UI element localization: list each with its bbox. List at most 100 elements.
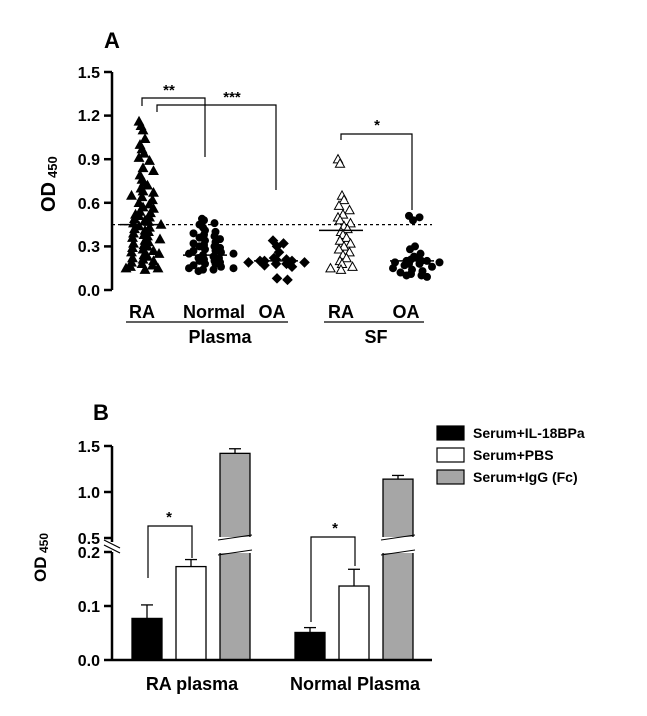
legend-label-pbs: Serum+PBS <box>473 447 554 463</box>
axis-break-mark <box>217 549 253 556</box>
data-point <box>396 268 405 277</box>
data-point <box>142 179 153 190</box>
data-point <box>138 147 150 158</box>
data-point <box>139 264 151 274</box>
data-point <box>217 262 225 271</box>
data-point <box>389 264 397 273</box>
panel-a-y-axis: 0.0 0.3 0.6 0.9 1.2 1.5 <box>78 65 114 300</box>
group-label-sf: SF <box>364 327 387 347</box>
panel-b-x-labels: RA plasma Normal Plasma <box>146 674 421 694</box>
panel-a-ytick: 0.9 <box>78 152 100 169</box>
bracket-normal-plasma <box>310 536 356 622</box>
data-point <box>344 204 355 215</box>
bar <box>338 585 370 661</box>
data-point <box>409 216 417 225</box>
data-point <box>428 262 436 271</box>
data-point <box>338 240 350 251</box>
cat-label-oa-plasma: OA <box>259 302 286 322</box>
cat-label-normal-plasma-b: Normal Plasma <box>290 674 421 694</box>
data-point <box>126 189 137 200</box>
data-point <box>148 165 159 176</box>
data-point <box>229 264 238 273</box>
panel-a-x-labels: RA Normal OA RA OA Plasma SF <box>126 302 424 347</box>
data-point <box>243 257 254 268</box>
bar <box>131 617 163 661</box>
data-point <box>325 262 336 273</box>
data-point <box>210 219 219 228</box>
legend-swatch-pbs <box>436 447 465 463</box>
cat-label-ra-plasma-b: RA plasma <box>146 674 239 694</box>
panel-a-ytick: 1.2 <box>78 108 100 125</box>
bar <box>294 631 326 661</box>
data-point <box>415 259 424 268</box>
bar <box>175 565 207 661</box>
bar <box>219 452 251 661</box>
panel-a-y-label: OD 450 <box>38 156 60 212</box>
data-point <box>415 213 424 222</box>
sig-ra-oa: *** <box>223 89 241 106</box>
data-point <box>406 245 414 254</box>
panel-b-bars <box>112 448 432 662</box>
data-point <box>334 234 346 245</box>
panel-a-ytick: 0.6 <box>78 196 100 213</box>
data-point <box>139 133 151 144</box>
data-point <box>152 262 164 273</box>
panel-a-ylabel-sub: 450 <box>45 156 60 178</box>
data-point <box>335 264 347 274</box>
panel-a-ytick: 1.5 <box>78 65 100 82</box>
data-point <box>153 248 165 258</box>
panel-b-ytick: 0.1 <box>78 599 100 616</box>
data-point <box>194 267 203 276</box>
cat-label-oa-sf: OA <box>393 302 420 322</box>
data-point <box>333 200 345 210</box>
data-point <box>333 243 345 254</box>
data-point <box>137 162 149 173</box>
data-point <box>338 194 350 205</box>
legend: Serum+IL-18BPa Serum+PBS Serum+IgG (Fc) <box>436 425 585 485</box>
data-point <box>435 258 444 267</box>
panel-a-scatter <box>120 115 444 286</box>
legend-swatch-il18bpa <box>436 425 465 441</box>
data-point <box>259 259 270 271</box>
data-point <box>137 124 149 135</box>
legend-swatch-igg <box>436 469 465 485</box>
data-point <box>423 272 431 281</box>
data-point <box>334 214 346 225</box>
panel-b-significance: * * <box>147 509 356 622</box>
bracket-ra-normal <box>141 97 206 157</box>
panel-b-ytick: 0.2 <box>78 545 100 562</box>
data-point <box>286 261 298 273</box>
data-point <box>133 152 145 162</box>
data-point <box>148 245 159 255</box>
data-point <box>273 246 285 258</box>
panel-a-ytick: 0.0 <box>78 283 100 300</box>
data-point <box>133 197 145 207</box>
group-label-plasma: Plasma <box>188 327 252 347</box>
sig-ra-normal: ** <box>163 82 175 99</box>
panel-a-letter: A <box>104 28 120 53</box>
legend-label-il18bpa: Serum+IL-18BPa <box>473 425 585 441</box>
bar <box>382 478 414 661</box>
bracket-sf-ra-oa <box>340 133 413 210</box>
data-point <box>299 257 310 268</box>
panel-b-ylabel-text: OD <box>31 557 50 583</box>
legend-label-igg: Serum+IgG (Fc) <box>473 469 578 485</box>
axis-break-mark <box>380 534 416 541</box>
bracket-ra-plasma <box>147 525 193 578</box>
sig-sf-ra-oa: * <box>374 117 380 134</box>
data-point <box>334 157 346 168</box>
panel-b-ytick: 1.5 <box>78 439 100 456</box>
axis-break-mark <box>217 534 253 541</box>
data-point <box>189 239 198 248</box>
sig-ra-plasma: * <box>166 509 172 526</box>
panel-b-letter: B <box>93 400 109 425</box>
data-point <box>147 259 158 270</box>
panel-a-ylabel-text: OD <box>38 182 60 212</box>
panel-b-y-axis: 0.0 0.1 0.2 0.5 1.0 1.5 <box>78 439 121 670</box>
data-point <box>229 249 238 258</box>
axis-break-gap <box>218 537 252 553</box>
data-point <box>345 237 356 248</box>
data-point <box>282 274 293 286</box>
panel-a-ytick: 0.3 <box>78 239 100 256</box>
